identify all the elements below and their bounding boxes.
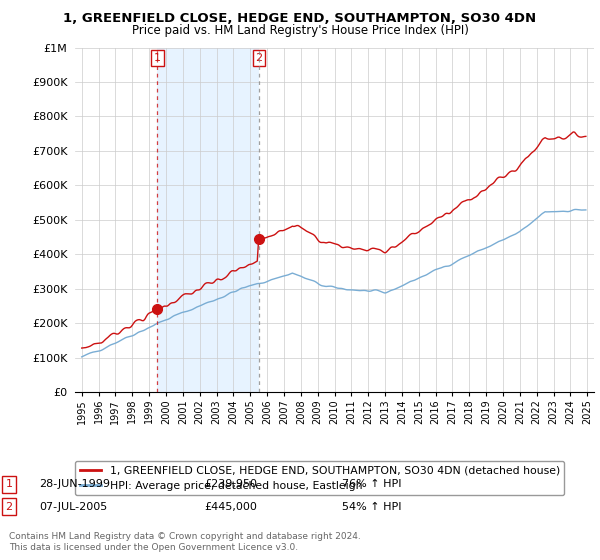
Text: 28-JUN-1999: 28-JUN-1999 [39,479,110,489]
Text: Contains HM Land Registry data © Crown copyright and database right 2024.
This d: Contains HM Land Registry data © Crown c… [9,532,361,552]
Text: 1, GREENFIELD CLOSE, HEDGE END, SOUTHAMPTON, SO30 4DN: 1, GREENFIELD CLOSE, HEDGE END, SOUTHAMP… [64,12,536,25]
Text: 1: 1 [154,53,161,63]
Text: £445,000: £445,000 [204,502,257,512]
Bar [157,48,259,392]
Text: 07-JUL-2005: 07-JUL-2005 [39,502,107,512]
Text: 54% ↑ HPI: 54% ↑ HPI [342,502,401,512]
Text: Price paid vs. HM Land Registry's House Price Index (HPI): Price paid vs. HM Land Registry's House … [131,24,469,36]
Text: 2: 2 [5,502,13,512]
Text: 2: 2 [255,53,262,63]
Text: £239,950: £239,950 [204,479,257,489]
Legend: 1, GREENFIELD CLOSE, HEDGE END, SOUTHAMPTON, SO30 4DN (detached house), HPI: Ave: 1, GREENFIELD CLOSE, HEDGE END, SOUTHAMP… [75,461,565,495]
Text: 76% ↑ HPI: 76% ↑ HPI [342,479,401,489]
Text: 1: 1 [5,479,13,489]
